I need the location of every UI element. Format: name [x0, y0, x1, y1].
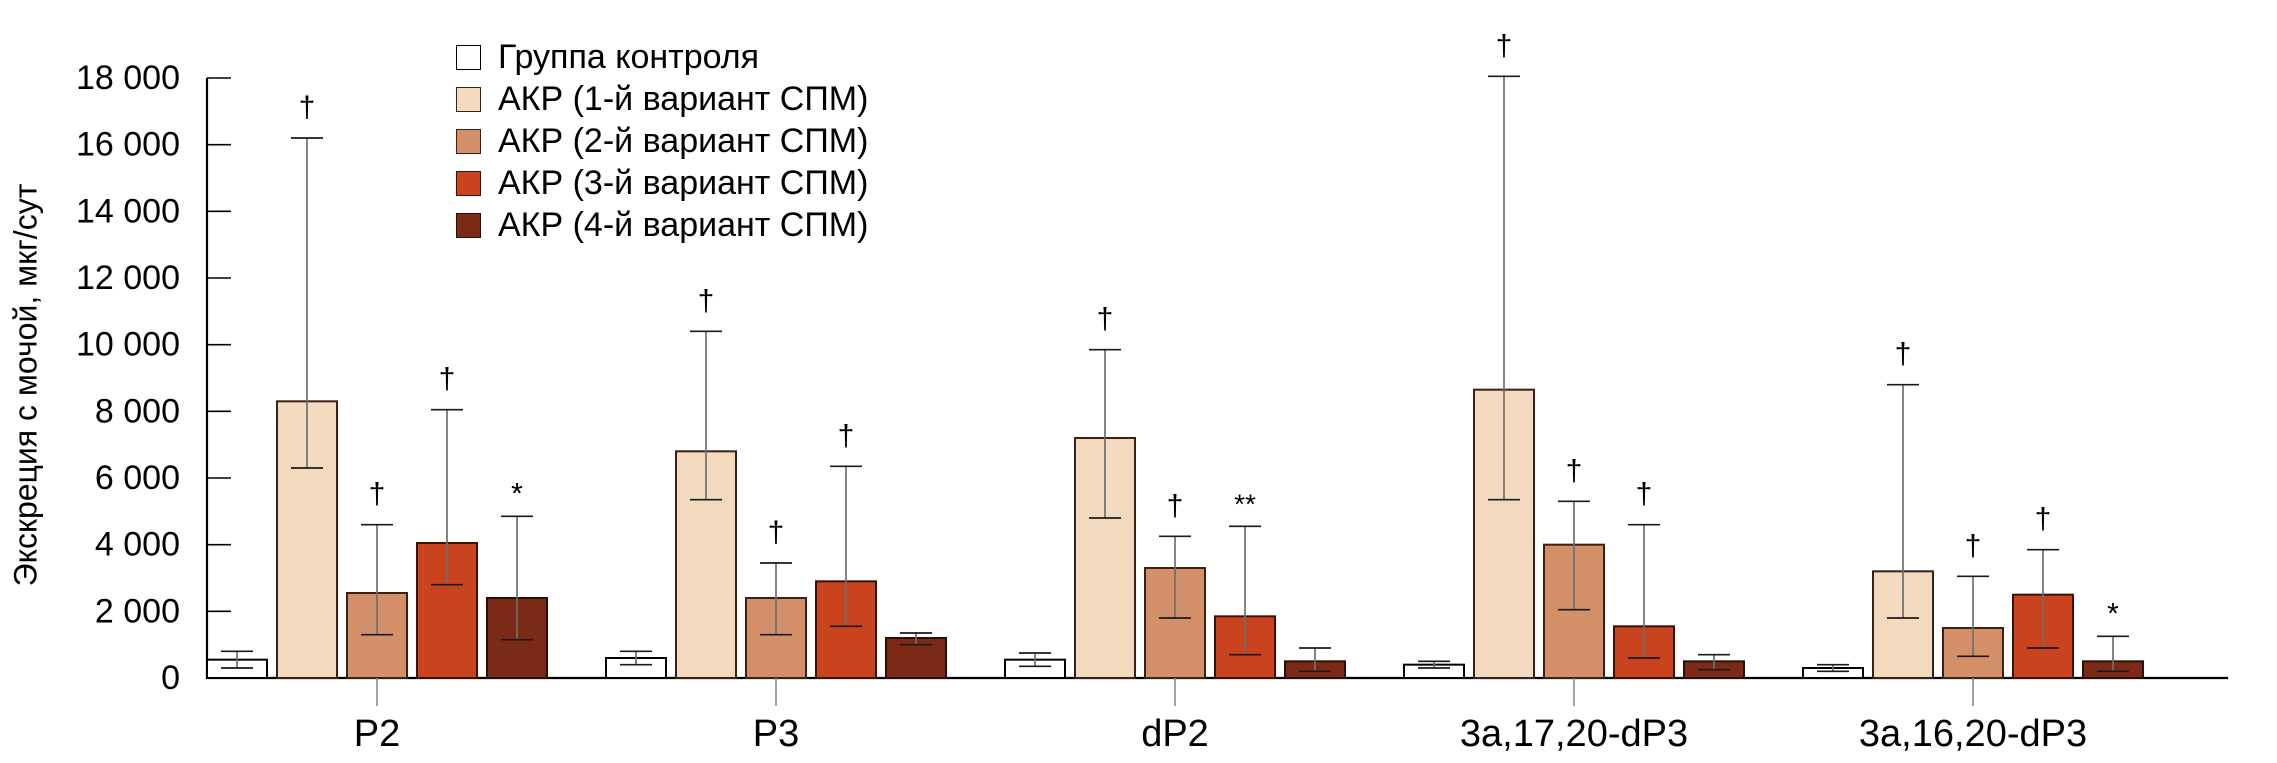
svg-text:†: † — [1167, 489, 1184, 522]
svg-text:6 000: 6 000 — [95, 459, 180, 497]
svg-text:*: * — [511, 477, 523, 510]
svg-text:†: † — [1097, 303, 1114, 336]
svg-text:†: † — [2035, 503, 2052, 536]
svg-text:†: † — [439, 363, 456, 396]
svg-text:†: † — [1895, 338, 1912, 371]
svg-text:†: † — [299, 91, 316, 124]
svg-text:†: † — [1636, 478, 1653, 511]
svg-text:14 000: 14 000 — [76, 192, 180, 230]
svg-text:†: † — [698, 284, 715, 317]
svg-text:4 000: 4 000 — [95, 526, 180, 564]
svg-text:12 000: 12 000 — [76, 259, 180, 297]
svg-text:16 000: 16 000 — [76, 126, 180, 164]
svg-text:†: † — [768, 516, 785, 549]
svg-text:dP2: dP2 — [1141, 713, 1209, 755]
svg-text:†: † — [1965, 529, 1982, 562]
svg-text:10 000: 10 000 — [76, 326, 180, 364]
svg-text:2 000: 2 000 — [95, 592, 180, 630]
svg-text:3a,16,20-dP3: 3a,16,20-dP3 — [1859, 713, 2087, 755]
svg-text:†: † — [369, 478, 386, 511]
svg-text:*: * — [2107, 597, 2119, 630]
svg-text:18 000: 18 000 — [76, 59, 180, 97]
svg-text:†: † — [1496, 29, 1513, 62]
svg-text:†: † — [838, 419, 855, 452]
svg-text:P2: P2 — [354, 713, 400, 755]
svg-text:0: 0 — [161, 659, 180, 697]
svg-text:†: † — [1566, 454, 1583, 487]
svg-text:3a,17,20-dP3: 3a,17,20-dP3 — [1460, 713, 1688, 755]
svg-text:P3: P3 — [753, 713, 799, 755]
svg-text:**: ** — [1234, 488, 1256, 519]
svg-text:8 000: 8 000 — [95, 392, 180, 430]
